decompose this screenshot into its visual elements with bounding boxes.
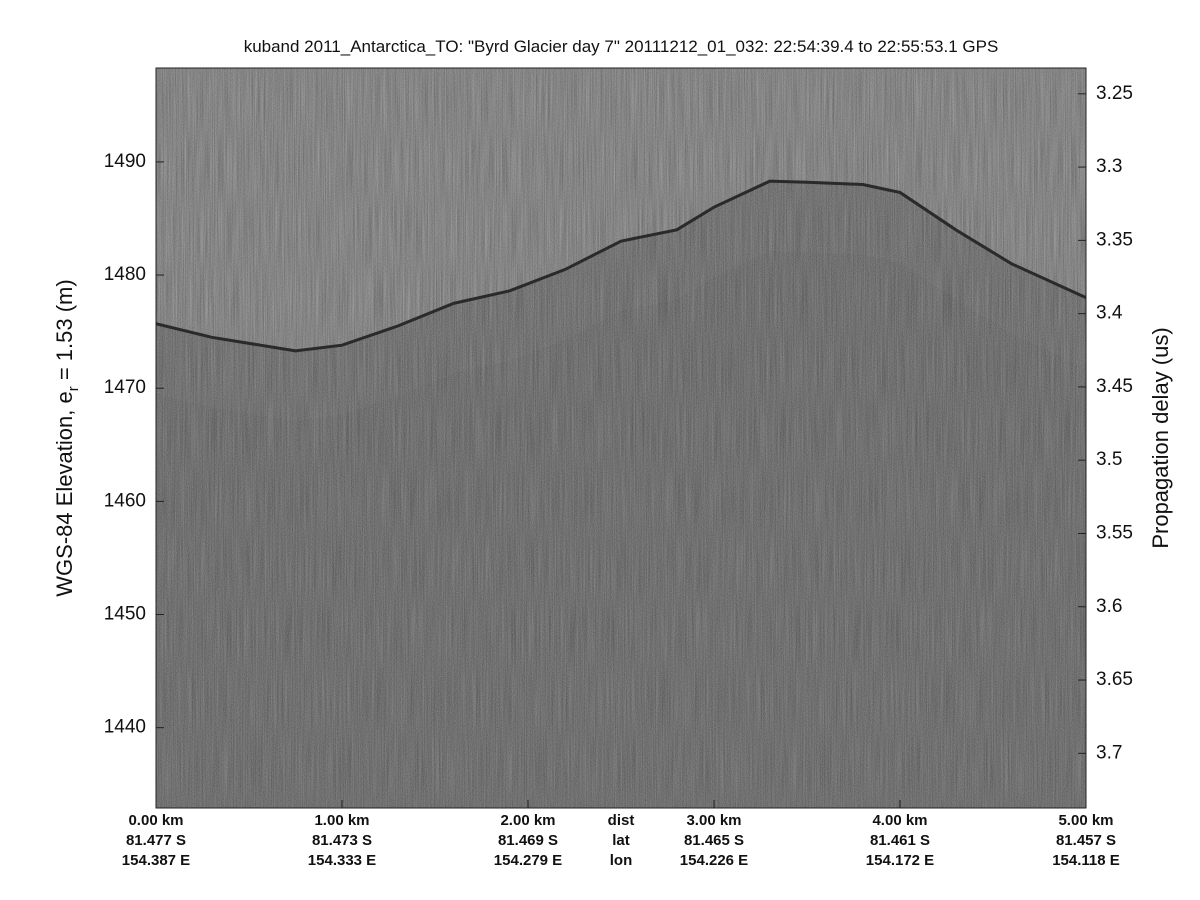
lon-label: 154.172 E (866, 852, 934, 869)
y2-tick-label: 3.65 (1096, 669, 1133, 690)
y2-tick-label: 3.25 (1096, 83, 1133, 104)
y-label-main: WGS-84 Elevation, e (52, 391, 77, 596)
x-tick-label: 3.00 km (686, 812, 741, 829)
row-label: lon (610, 852, 633, 869)
y2-tick-label: 3.6 (1096, 596, 1122, 617)
grain-noise (156, 68, 1086, 808)
lon-label: 154.279 E (494, 852, 562, 869)
y2-tick-label: 3.7 (1096, 742, 1122, 763)
x-tick-label: 5.00 km (1058, 812, 1113, 829)
lon-label: 154.333 E (308, 852, 376, 869)
plot-frame (155, 67, 1087, 809)
y2-tick-label: 3.55 (1096, 523, 1133, 544)
x-tick-label: 1.00 km (314, 812, 369, 829)
lat-label: 81.465 S (684, 832, 744, 849)
x-tick-label: 0.00 km (128, 812, 183, 829)
x-tick-label: 2.00 km (500, 812, 555, 829)
y-tick-label: 1450 (104, 604, 146, 625)
surface-line (156, 179, 1086, 353)
x-tick-label: 4.00 km (872, 812, 927, 829)
y2-tick-label: 3.5 (1096, 449, 1122, 470)
y-tick-label: 1470 (104, 377, 146, 398)
y-tick-label: 1460 (104, 490, 146, 511)
lon-label: 154.118 E (1052, 852, 1120, 869)
y2-tick-label: 3.3 (1096, 156, 1122, 177)
y2-tick-label: 3.45 (1096, 376, 1133, 397)
y-tick-label: 1440 (104, 717, 146, 738)
y-tick-label: 1490 (104, 151, 146, 172)
plot-area (156, 68, 1086, 808)
y2-tick-label: 3.35 (1096, 229, 1133, 250)
y2-tick-label: 3.4 (1096, 303, 1123, 324)
lat-label: 81.457 S (1056, 832, 1116, 849)
y-tick-label: 1480 (104, 264, 146, 285)
lat-label: 81.461 S (870, 832, 930, 849)
lat-label: 81.473 S (312, 832, 372, 849)
y2-axis-label: Propagation delay (us) (1148, 327, 1173, 548)
y-label-sub: r (65, 386, 82, 391)
lon-label: 154.226 E (680, 852, 748, 869)
y-axis-label: WGS-84 Elevation, er = 1.53 (m) (52, 279, 82, 596)
lat-label: 81.477 S (126, 832, 186, 849)
chart-title: kuband 2011_Antarctica_TO: "Byrd Glacier… (244, 37, 999, 56)
y-label-end: = 1.53 (m) (52, 279, 77, 386)
lat-label: 81.469 S (498, 832, 558, 849)
row-label: dist (608, 812, 635, 829)
lon-label: 154.387 E (122, 852, 190, 869)
row-label: lat (612, 832, 630, 849)
